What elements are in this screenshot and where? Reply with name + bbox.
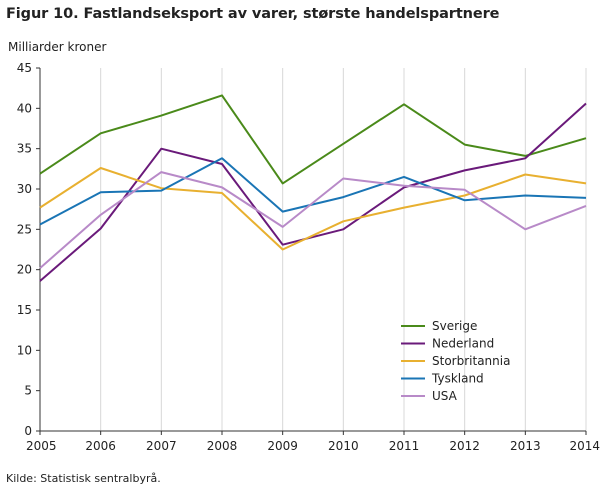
chart-title: Figur 10. Fastlandseksport av varer, stø… (6, 6, 500, 22)
gridlines (100, 68, 587, 431)
legend-label-storbritannia: Storbritannia (432, 354, 510, 368)
series-line-nederland (39, 102, 587, 282)
legend-label-sverige: Sverige (432, 319, 477, 333)
x-tick-label-2013: 2013 (510, 439, 541, 453)
y-tick-label-40: 40 (17, 101, 32, 115)
legend-label-tyskland: Tyskland (431, 372, 484, 386)
x-tick-label-2011: 2011 (389, 439, 420, 453)
y-tick-label-5: 5 (24, 384, 32, 398)
y-tick-label-25: 25 (17, 222, 32, 236)
x-tick-label-2008: 2008 (207, 439, 238, 453)
series-line-storbritannia (39, 167, 587, 251)
series-line-tyskland (39, 157, 587, 226)
y-axis-unit-label: Milliarder kroner (8, 40, 107, 54)
y-tick-label-0: 0 (24, 424, 32, 438)
x-tick-label-2014: 2014 (569, 439, 600, 453)
x-tick-label-2009: 2009 (267, 439, 298, 453)
axes: 0 5 10 15 20 25 30 35 40 45 2005 2006 2007 2008 2009 20… (17, 61, 600, 453)
y-tick-label-45: 45 (17, 61, 32, 75)
source-note: Kilde: Statistisk sentralbyrå. (6, 472, 161, 485)
series-line-sverige (39, 94, 587, 185)
y-tick-label-15: 15 (17, 303, 32, 317)
x-tick-label-2012: 2012 (449, 439, 480, 453)
y-tick-label-20: 20 (17, 263, 32, 277)
legend-label-nederland: Nederland (432, 337, 494, 351)
y-tick-label-10: 10 (17, 343, 32, 357)
y-tick-label-35: 35 (17, 142, 32, 156)
legend: Sverige Nederland Storbritannia Tyskland USA (401, 319, 510, 403)
x-tick-label-2007: 2007 (146, 439, 177, 453)
legend-label-usa: USA (432, 389, 458, 403)
series-lines (39, 94, 587, 282)
x-tick-label-2006: 2006 (85, 439, 116, 453)
x-tick-label-2005: 2005 (26, 439, 57, 453)
series-line-usa (39, 171, 587, 269)
x-tick-label-2010: 2010 (328, 439, 359, 453)
y-tick-label-30: 30 (17, 182, 32, 196)
